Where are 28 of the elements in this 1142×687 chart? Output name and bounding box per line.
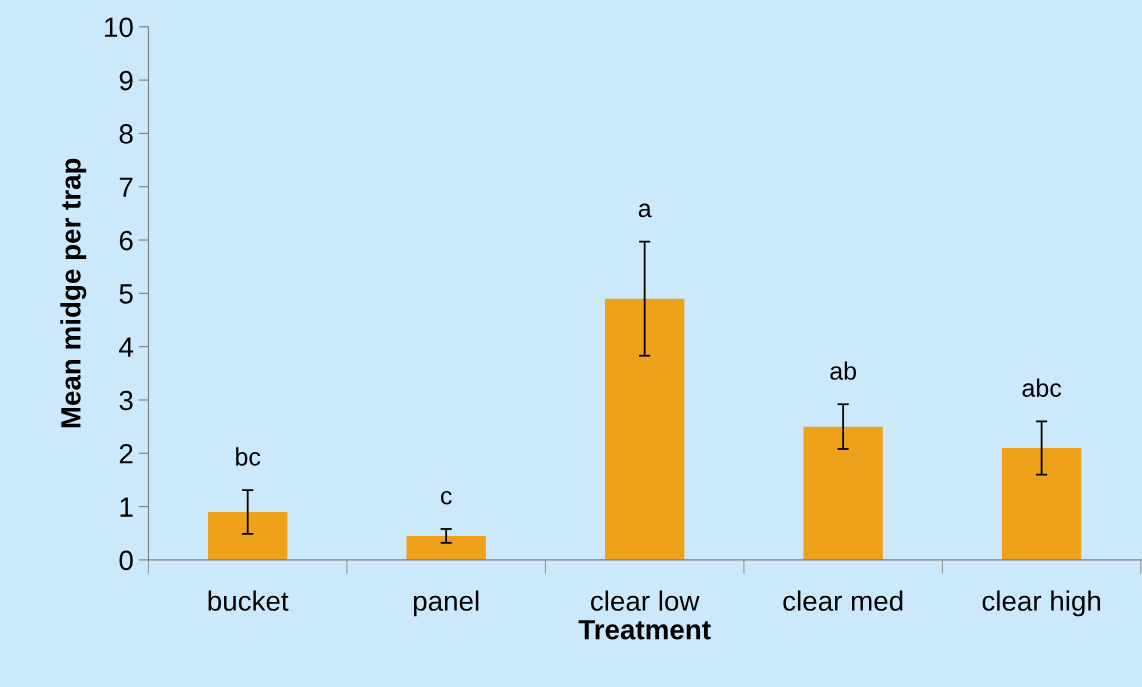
y-tick-label: 9 bbox=[119, 70, 133, 91]
y-tick-label: 5 bbox=[119, 284, 133, 304]
y-axis-title: Mean midge per trap bbox=[60, 158, 87, 428]
annotation: c bbox=[440, 490, 452, 505]
x-tick-label: clear med bbox=[783, 590, 903, 611]
y-tick-label: 2 bbox=[119, 443, 133, 464]
y-tick-label: 3 bbox=[119, 390, 133, 411]
y-tick-label: 8 bbox=[119, 124, 133, 144]
y-tick-label: 6 bbox=[119, 230, 133, 251]
x-tick-label: bucket bbox=[208, 590, 289, 611]
x-tick-label: panel bbox=[413, 590, 479, 617]
annotation: abc bbox=[1022, 378, 1062, 397]
y-tick-label: 4 bbox=[119, 337, 134, 357]
bar bbox=[604, 298, 685, 560]
bar bbox=[1001, 447, 1082, 560]
x-tick-label: clear high bbox=[982, 590, 1101, 617]
y-tick-label: 1 bbox=[120, 497, 133, 517]
annotation: bc bbox=[236, 447, 261, 466]
bar bbox=[803, 426, 883, 560]
y-tick-label: 0 bbox=[119, 550, 133, 571]
bar bbox=[406, 535, 486, 560]
x-tick-label: clear low bbox=[591, 590, 700, 611]
y-tick-label: 10 bbox=[105, 17, 133, 38]
bar bbox=[208, 511, 288, 560]
x-axis-title: Treatment bbox=[578, 620, 711, 640]
annotation: a bbox=[638, 203, 652, 218]
annotation: ab bbox=[830, 361, 856, 380]
y-tick-label: 7 bbox=[119, 177, 133, 197]
